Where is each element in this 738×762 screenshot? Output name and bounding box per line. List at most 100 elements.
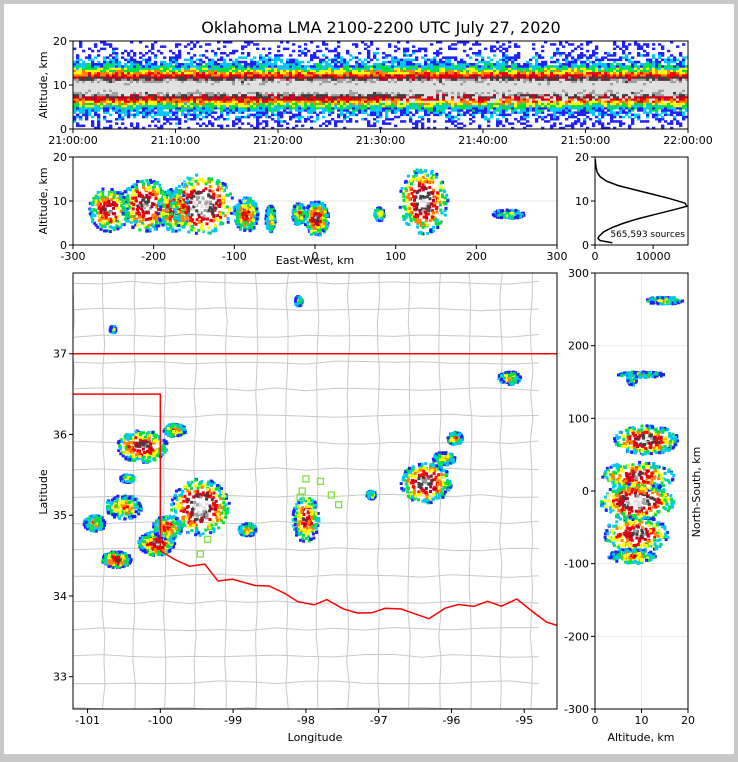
time-height-cell [265, 115, 269, 119]
time-height-cell [94, 45, 98, 48]
time-height-cell [151, 67, 155, 70]
time-height-cell [412, 113, 416, 117]
time-height-cell [163, 98, 167, 101]
time-height-cell [331, 82, 335, 86]
time-height-cell [421, 107, 425, 110]
time-height-cell [184, 109, 188, 112]
time-height-cell [331, 104, 335, 108]
time-height-cell [418, 104, 422, 108]
time-height-cell [448, 76, 452, 79]
time-height-cell [424, 71, 428, 75]
time-height-cell [385, 91, 389, 95]
time-height-cell [562, 104, 566, 108]
time-height-cell [313, 74, 317, 77]
time-height-cell [103, 89, 107, 92]
time-height-cell [331, 76, 335, 79]
time-height-cell [325, 87, 329, 90]
time-height-cell [448, 80, 452, 84]
time-height-cell [382, 82, 386, 86]
time-height-cell [217, 91, 221, 95]
time-height-cell [598, 113, 602, 117]
time-height-cell [322, 41, 326, 44]
time-height-cell [178, 65, 182, 68]
time-height-cell [460, 107, 464, 110]
time-height-cell [115, 80, 119, 84]
time-height-cell [109, 54, 113, 57]
time-height-cell [568, 113, 572, 117]
time-height-cell [289, 58, 293, 62]
time-height-cell [478, 78, 482, 81]
time-height-cell [286, 126, 290, 130]
time-height-cell [139, 80, 143, 84]
time-height-cell [139, 56, 143, 59]
time-height-cell [574, 96, 578, 99]
time-height-cell [178, 74, 182, 77]
time-height-cell [583, 111, 587, 114]
time-height-cell [253, 96, 257, 99]
time-height-cell [127, 115, 131, 119]
time-height-cell [268, 56, 272, 59]
time-height-cell [301, 109, 305, 112]
time-height-cell [502, 111, 506, 114]
time-height-cell [286, 85, 290, 88]
time-height-cell [175, 78, 179, 81]
time-height-cell [280, 74, 284, 77]
time-height-cell [508, 96, 512, 99]
time-height-cell [97, 49, 101, 53]
time-height-cell [166, 65, 170, 68]
time-height-cell [304, 74, 308, 77]
time-height-cell [562, 102, 566, 106]
time-height-cell [553, 91, 557, 95]
time-height-cell [421, 78, 425, 81]
time-height-cell [91, 124, 95, 128]
time-height-cell [295, 85, 299, 88]
time-height-cell [331, 111, 335, 114]
time-height-cell [178, 126, 182, 130]
time-height-cell [94, 85, 98, 88]
time-height-cell [244, 107, 248, 110]
time-height-cell [190, 65, 194, 68]
time-height-cell [337, 115, 341, 119]
time-height-cell [211, 76, 215, 79]
time-height-cell [445, 104, 449, 108]
time-height-cell [73, 60, 77, 64]
time-height-cell [367, 104, 371, 108]
time-height-cell [547, 76, 551, 79]
time-height-cell [163, 111, 167, 114]
time-height-cell [331, 49, 335, 53]
time-height-cell [190, 41, 194, 44]
time-height-cell [220, 67, 224, 70]
time-height-cell [94, 69, 98, 73]
time-height-cell [574, 107, 578, 110]
time-height-cell [166, 67, 170, 70]
time-height-cell [172, 56, 176, 59]
time-height-cell [505, 93, 509, 97]
time-height-cell [559, 126, 563, 130]
time-height-cell [595, 100, 599, 103]
time-height-cell [445, 89, 449, 92]
time-height-cell [274, 113, 278, 117]
time-height-cell [94, 100, 98, 103]
time-height-cell [481, 96, 485, 99]
time-height-cell [343, 104, 347, 108]
time-height-cell [295, 100, 299, 103]
time-height-cell [532, 76, 536, 79]
time-height-cell [550, 67, 554, 70]
time-height-cell [391, 96, 395, 99]
time-height-cell [334, 74, 338, 77]
time-height-cell [166, 85, 170, 88]
time-height-cell [367, 100, 371, 103]
time-height-cell [340, 85, 344, 88]
time-height-cell [577, 93, 581, 97]
time-height-cell [451, 98, 455, 101]
time-height-cell [193, 98, 197, 101]
time-height-cell [319, 58, 323, 62]
time-height-cell [421, 47, 425, 51]
time-height-cell [259, 76, 263, 79]
time-height-cell [562, 76, 566, 79]
time-height-cell [76, 85, 80, 88]
time-height-cell [571, 56, 575, 59]
time-height-cell [232, 124, 236, 128]
time-height-cell [352, 107, 356, 110]
time-height-cell [85, 85, 89, 88]
